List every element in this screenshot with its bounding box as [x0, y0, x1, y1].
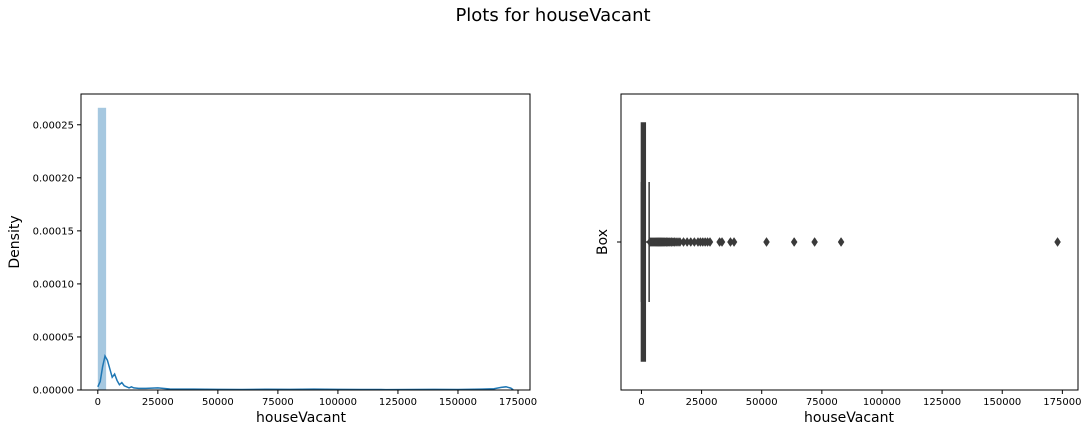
x-tick-label: 75000	[262, 397, 294, 408]
box-plot: 0 25000 50000 75000 100000 125000 150000 175000…	[595, 93, 1081, 426]
x-tick-label: 100000	[863, 397, 901, 408]
density-x-axis-label: houseVacant	[256, 410, 346, 426]
outlier-point	[837, 237, 845, 247]
outlier-point	[718, 237, 726, 247]
outlier-point	[811, 237, 818, 247]
density-x-ticks: 0 25000 50000 75000 100000 125000 150000 175000	[95, 390, 537, 408]
y-tick-label: 0.00015	[33, 226, 74, 237]
x-tick-label: 0	[638, 397, 644, 408]
y-tick-label: 0.00005	[33, 332, 74, 343]
x-tick-label: 50000	[202, 397, 234, 408]
x-tick-label: 125000	[923, 397, 961, 408]
box-outliers	[646, 237, 1061, 247]
box-y-axis-label: Box	[595, 229, 611, 255]
y-tick-label: 0.00000	[33, 386, 74, 397]
histogram-bar	[97, 107, 107, 390]
density-y-ticks: 0.00000 0.00005 0.00010 0.00015 0.00020 0.000…	[33, 120, 81, 397]
density-plot: 0 25000 50000 75000 100000 125000 150000 175000…	[7, 93, 537, 426]
density-plot-frame	[80, 93, 531, 391]
figure-title: Plots for houseVacant	[455, 5, 650, 26]
outlier-point	[763, 237, 770, 247]
x-tick-label: 175000	[499, 397, 537, 408]
outlier-point	[706, 237, 714, 247]
y-tick-label: 0.00025	[33, 120, 74, 131]
box-x-ticks: 0 25000 50000 75000 100000 125000 150000 175000	[638, 390, 1081, 408]
y-tick-label: 0.00020	[33, 173, 74, 184]
x-tick-label: 0	[95, 397, 101, 408]
outlier-point	[1054, 237, 1061, 247]
outlier-point	[790, 237, 798, 247]
x-tick-label: 150000	[983, 397, 1021, 408]
box-elements	[640, 122, 650, 362]
x-tick-label: 25000	[686, 397, 718, 408]
x-tick-label: 150000	[439, 397, 477, 408]
x-tick-label: 100000	[319, 397, 357, 408]
x-tick-label: 175000	[1043, 397, 1081, 408]
x-tick-label: 125000	[379, 397, 417, 408]
outlier-point	[730, 237, 738, 247]
kde-curve	[97, 353, 514, 391]
box-x-axis-label: houseVacant	[804, 410, 894, 426]
histogram-bars	[97, 107, 107, 390]
x-tick-label: 75000	[806, 397, 838, 408]
density-y-axis-label: Density	[7, 215, 23, 268]
x-tick-label: 25000	[142, 397, 174, 408]
x-tick-label: 50000	[746, 397, 778, 408]
y-tick-label: 0.00010	[33, 279, 74, 290]
